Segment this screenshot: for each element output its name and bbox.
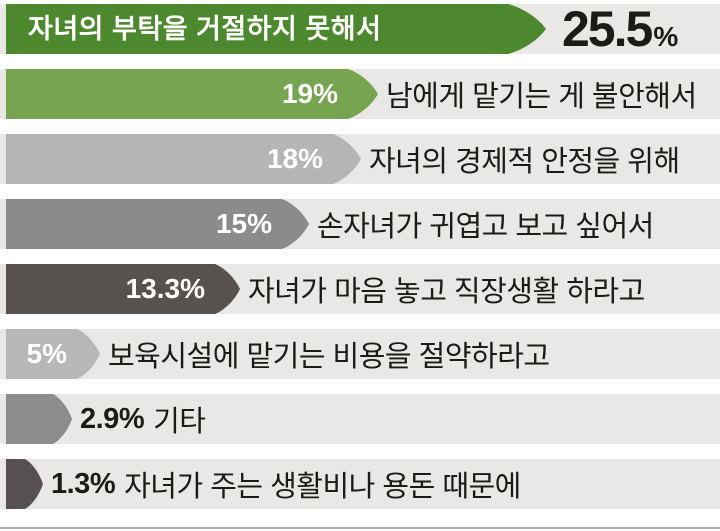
bar-annotation: 2.9% 기타	[80, 394, 206, 444]
arrow-tip-icon	[282, 199, 309, 249]
bar-value: 18%	[266, 143, 323, 174]
bar-annotation: 자녀의 경제적 안정을 위해	[369, 134, 680, 184]
bar	[6, 394, 72, 444]
arrow-tip-icon	[77, 329, 100, 379]
arrow-tip-icon	[53, 394, 72, 444]
bottom-rule	[0, 527, 720, 529]
bar: 13.3%	[6, 264, 240, 314]
arrow-tip-icon	[25, 459, 43, 509]
arrow-tip-icon	[348, 69, 378, 119]
bar: 19%	[6, 69, 378, 119]
arrow-tip-icon	[333, 134, 361, 184]
bar-label: 손자녀가 귀엽고 보고 싶어서	[317, 211, 654, 243]
value-number: 25.5	[562, 1, 653, 57]
bar: 18%	[6, 134, 361, 184]
bar-value: 19%	[281, 78, 338, 109]
bar-value: 2.9%	[80, 402, 145, 435]
bar-row: 1.3% 자녀가 주는 생활비나 용돈 때문에	[0, 459, 720, 509]
arrow-tip-icon	[215, 264, 240, 314]
bar-label: 자녀가 주는 생활비나 용돈 때문에	[124, 471, 521, 503]
bar-row: 13.3% 자녀가 마음 놓고 직장생활 하라고	[0, 264, 720, 314]
bar	[6, 459, 43, 509]
bar-label: 자녀가 마음 놓고 직장생활 하라고	[248, 276, 645, 308]
bar-annotation: 보육시설에 맡기는 비용을 절약하라고	[108, 329, 550, 379]
bar-value: 25.5%	[562, 0, 678, 58]
bar-row: 18% 자녀의 경제적 안정을 위해	[0, 134, 720, 184]
bar-row: 자녀의 부탁을 거절하지 못해서 25.5%	[0, 1, 720, 57]
bar-track	[0, 459, 720, 509]
bar-row: 2.9% 기타	[0, 394, 720, 444]
bar-label: 기타	[153, 406, 206, 438]
bar-label: 보육시설에 맡기는 비용을 절약하라고	[108, 341, 550, 373]
bar-row: 5% 보육시설에 맡기는 비용을 절약하라고	[0, 329, 720, 379]
bar: 5%	[6, 329, 100, 379]
bar-value: 13.3%	[125, 273, 205, 304]
bar: 자녀의 부탁을 거절하지 못해서	[6, 4, 546, 54]
bar-annotation: 1.3% 자녀가 주는 생활비나 용돈 때문에	[51, 459, 521, 509]
bar-row: 19% 남에게 맡기는 게 불안해서	[0, 69, 720, 119]
bar-rows: 자녀의 부탁을 거절하지 못해서 25.5% 19% 남에게 맡기는 게 불안해서 18…	[0, 1, 720, 509]
bar-value: 1.3%	[51, 467, 116, 500]
percent-sign: %	[653, 21, 679, 52]
bar-annotation: 25.5%	[562, 1, 678, 57]
bar-label: 자녀의 부탁을 거절하지 못해서	[28, 14, 382, 44]
bar-track	[0, 329, 720, 379]
bar-annotation: 남에게 맡기는 게 불안해서	[386, 69, 697, 119]
arrow-tip-icon	[508, 4, 546, 54]
bar-value: 15%	[215, 208, 272, 239]
bar-label: 자녀의 경제적 안정을 위해	[369, 146, 680, 178]
bar-value: 5%	[26, 338, 67, 369]
bar-row: 15% 손자녀가 귀엽고 보고 싶어서	[0, 199, 720, 249]
bar: 15%	[6, 199, 309, 249]
bar-track	[0, 394, 720, 444]
bar-label: 남에게 맡기는 게 불안해서	[386, 81, 697, 113]
bar-annotation: 자녀가 마음 놓고 직장생활 하라고	[248, 264, 645, 314]
bar-annotation: 손자녀가 귀엽고 보고 싶어서	[317, 199, 654, 249]
